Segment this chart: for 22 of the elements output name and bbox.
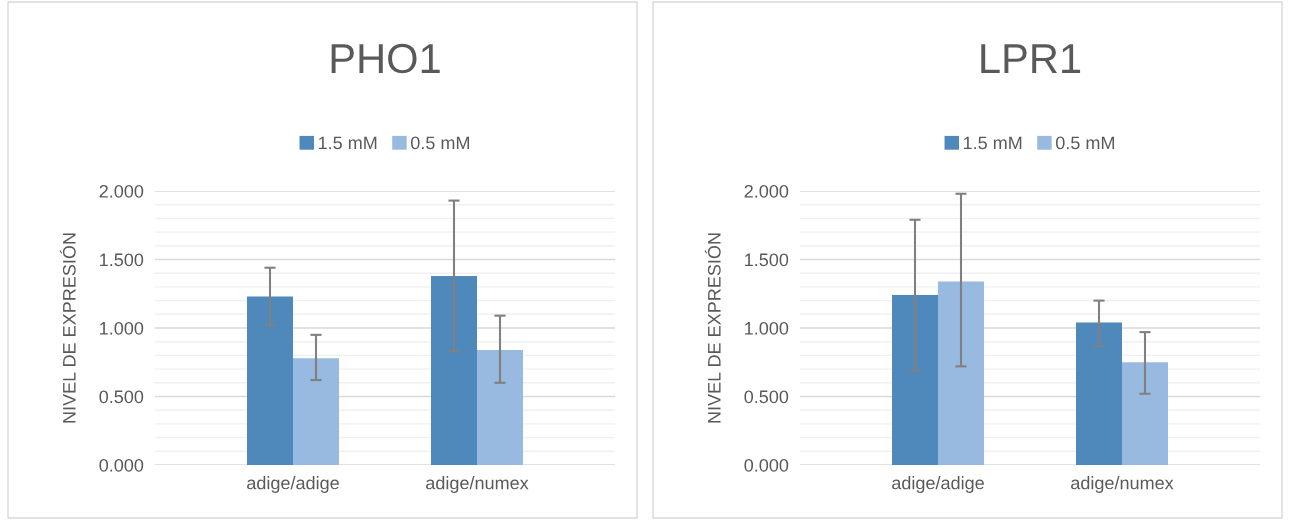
legend-label: 1.5 mM <box>963 136 1022 150</box>
legend-label: 0.5 mM <box>1055 136 1114 150</box>
chart-title: PHO1 <box>331 43 440 74</box>
y-tick-label: 0.500 <box>744 390 789 404</box>
y-tick-label: 1.500 <box>100 253 144 267</box>
x-tick-label: adige/adige <box>892 476 984 493</box>
y-tick-label: 2.000 <box>99 184 144 198</box>
y-tick-label: 1.500 <box>745 253 789 267</box>
y-tick-label: 0.500 <box>99 390 144 404</box>
y-tick-label: 2.000 <box>744 184 789 198</box>
x-tick-label: adige/numex <box>1071 476 1174 493</box>
y-axis-title: NIVEL DE EXPRESIÓN <box>59 233 76 423</box>
y-tick-label: 1.000 <box>100 321 144 335</box>
x-tick-label: adige/adige <box>247 476 339 493</box>
y-axis-title: NIVEL DE EXPRESIÓN <box>704 233 721 423</box>
legend-label: 0.5 mM <box>410 136 469 150</box>
y-tick-label: 0.000 <box>744 458 789 472</box>
legend-label: 1.5 mM <box>318 136 377 150</box>
x-tick-label: adige/numex <box>426 476 529 493</box>
y-tick-label: 1.000 <box>745 321 789 335</box>
chart-title: LPR1 <box>981 44 1081 73</box>
y-tick-label: 0.000 <box>99 458 144 472</box>
